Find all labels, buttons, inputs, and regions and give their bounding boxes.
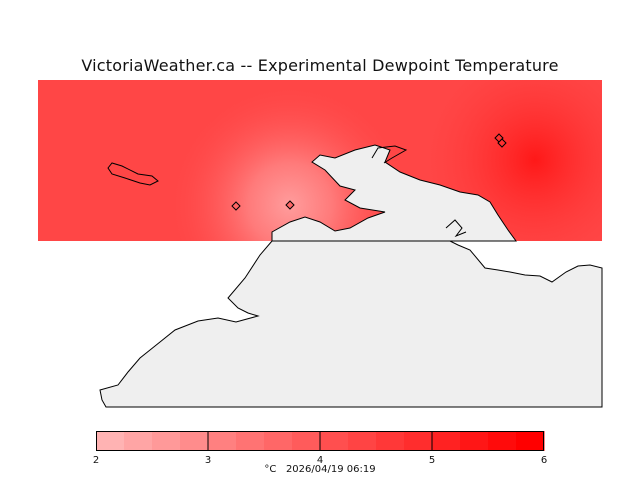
legend-swatch bbox=[264, 431, 293, 451]
legend-swatch bbox=[376, 431, 405, 451]
legend-swatch bbox=[124, 431, 153, 451]
legend-tick: 2 bbox=[92, 455, 100, 466]
legend-swatch bbox=[180, 431, 209, 451]
unit-label: °C bbox=[264, 464, 277, 475]
northern-land bbox=[271, 144, 517, 242]
legend-swatch bbox=[432, 431, 461, 451]
island bbox=[107, 162, 159, 186]
legend-swatch bbox=[152, 431, 181, 451]
legend-swatch bbox=[292, 431, 321, 451]
legend-swatch bbox=[236, 431, 265, 451]
legend-tick: 5 bbox=[428, 455, 436, 466]
legend-swatch bbox=[488, 431, 517, 451]
timestamp: 2026/04/19 06:19 bbox=[285, 464, 376, 475]
legend-tick: 4 bbox=[316, 455, 324, 466]
station-marker bbox=[231, 201, 241, 211]
legend-swatch bbox=[320, 431, 349, 451]
legend-swatch bbox=[516, 431, 545, 451]
legend-caption: °C 2026/04/19 06:19 bbox=[0, 464, 640, 475]
color-legend bbox=[96, 431, 545, 451]
legend-tick: 3 bbox=[204, 455, 212, 466]
legend-swatch bbox=[208, 431, 237, 451]
map-title: VictoriaWeather.ca -- Experimental Dewpo… bbox=[81, 56, 559, 75]
legend-swatch bbox=[404, 431, 433, 451]
legend-tick: 6 bbox=[540, 455, 548, 466]
legend-swatch bbox=[460, 431, 489, 451]
station-marker bbox=[285, 200, 295, 210]
legend-swatch bbox=[348, 431, 377, 451]
legend-swatch bbox=[96, 431, 125, 451]
southern-land bbox=[99, 240, 603, 408]
